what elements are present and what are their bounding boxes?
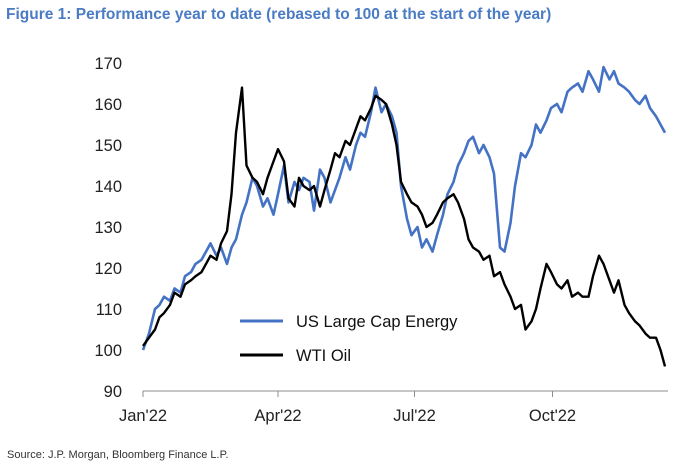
- series-line-us-large-cap-energy: [141, 65, 667, 351]
- plot-area: [141, 65, 667, 367]
- y-tick-label: 100: [94, 342, 122, 360]
- legend: US Large Cap Energy WTI Oil: [240, 313, 458, 365]
- y-tick-label: 120: [94, 260, 122, 278]
- y-tick-label: 160: [94, 96, 122, 114]
- figure-title: Figure 1: Performance year to date (reba…: [6, 6, 552, 23]
- y-tick-label: 90: [104, 383, 122, 401]
- x-tick-label: Jan'22: [119, 407, 167, 425]
- y-tick-label: 150: [94, 137, 122, 155]
- x-tick-label: Apr'22: [254, 407, 301, 425]
- y-tick-label: 110: [96, 301, 122, 319]
- series-line-wti-oil: [142, 86, 667, 367]
- legend-label: WTI Oil: [296, 347, 351, 365]
- y-tick-label: 130: [94, 219, 122, 237]
- x-axis: Jan'22 Apr'22 Jul'22 Oct'22: [119, 390, 668, 425]
- source-note: Source: J.P. Morgan, Bloomberg Finance L…: [7, 449, 229, 461]
- y-tick-label: 170: [94, 55, 122, 73]
- legend-label: US Large Cap Energy: [296, 313, 458, 331]
- y-tick-label: 140: [94, 178, 122, 196]
- y-axis: 90 100 110 120 130 140 150 160 170: [94, 55, 122, 401]
- x-tick-label: Jul'22: [393, 407, 436, 425]
- x-tick-label: Oct'22: [529, 407, 576, 425]
